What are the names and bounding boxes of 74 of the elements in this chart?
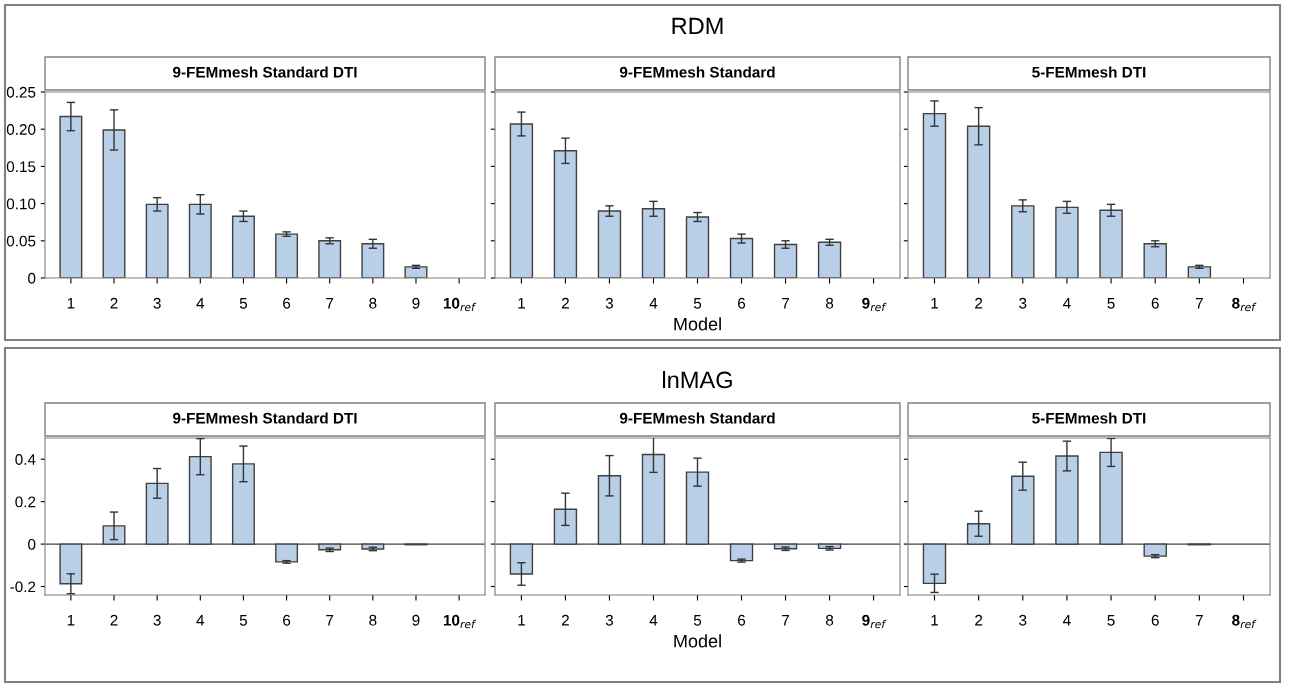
x-axis-title: Model — [674, 317, 721, 331]
chart-subtitle: 9-FEMmesh Standard — [619, 66, 775, 78]
x-tick-label: 8$_{ref}$ — [1232, 297, 1257, 312]
x-tick-label: 8 — [825, 614, 834, 626]
y-tick-label: 0 — [28, 272, 36, 284]
x-tick-label: 6 — [283, 614, 291, 626]
x-tick-label: 7 — [326, 298, 334, 309]
x-tick-label: 1 — [518, 298, 525, 309]
x-tick-label: 6 — [1151, 297, 1159, 309]
x-tick-label: 6 — [738, 614, 746, 626]
x-tick-label: 10$_{ref}$ — [443, 297, 477, 312]
x-tick-label: 1 — [931, 615, 938, 626]
x-tick-label: 8 — [825, 297, 834, 309]
y-tick-label: 0.15 — [6, 161, 36, 173]
chart-subtitle: 5-FEMmesh DTI — [1032, 66, 1146, 78]
x-tick-label: 8 — [369, 297, 377, 309]
y-tick-label: 0.2 — [15, 496, 36, 508]
chart-subtitle: 5-FEMmesh DTI — [1032, 412, 1146, 424]
x-tick-label: 2 — [975, 297, 983, 309]
x-tick-label: 5 — [1107, 615, 1115, 626]
chart-title: RDM — [672, 17, 723, 35]
x-tick-label: 7 — [1195, 615, 1203, 626]
x-axis-title: Model — [674, 634, 721, 648]
x-tick-label: 1 — [931, 298, 938, 309]
x-tick-label: 1 — [518, 615, 525, 626]
x-tick-label: 4 — [649, 298, 658, 309]
chart-title: lnMAG — [663, 370, 732, 389]
x-tick-label: 9$_{ref}$ — [862, 297, 887, 312]
x-tick-label: 6 — [1151, 614, 1159, 626]
x-tick-label: 3 — [1019, 614, 1027, 626]
x-tick-label: 2 — [561, 614, 569, 626]
y-tick-label: 0.05 — [6, 235, 36, 247]
chart-subtitle: 9-FEMmesh Standard DTI — [173, 412, 357, 424]
x-tick-label: 3 — [605, 614, 614, 626]
y-tick-label: 0.4 — [15, 454, 36, 465]
x-tick-label: 3 — [605, 297, 614, 309]
x-tick-label: 4 — [1063, 298, 1071, 309]
y-tick-label: -0.2 — [10, 581, 36, 593]
chart-subtitle: 9-FEMmesh Standard DTI — [173, 66, 357, 78]
x-tick-label: 5 — [239, 615, 248, 626]
x-tick-label: 5 — [1107, 298, 1115, 309]
y-tick-label: 0.25 — [6, 86, 36, 98]
x-tick-label: 2 — [110, 297, 118, 309]
x-tick-label: 5 — [693, 615, 702, 626]
x-tick-label: 5 — [239, 298, 248, 309]
x-tick-label: 9 — [412, 614, 420, 626]
x-tick-label: 3 — [153, 297, 161, 309]
x-tick-label: 9 — [412, 297, 420, 309]
x-tick-label: 3 — [1019, 297, 1027, 309]
x-tick-label: 4 — [196, 615, 205, 626]
x-tick-label: 10$_{ref}$ — [443, 614, 477, 629]
x-tick-label: 7 — [782, 298, 790, 309]
x-tick-label: 4 — [649, 615, 658, 626]
x-tick-label: 6 — [738, 297, 746, 309]
y-tick-label: 0 — [28, 538, 36, 550]
x-tick-label: 6 — [283, 297, 291, 309]
x-tick-label: 7 — [1195, 298, 1203, 309]
x-tick-label: 1 — [67, 615, 75, 626]
chart-subtitle: 9-FEMmesh Standard — [619, 412, 775, 424]
x-tick-label: 4 — [196, 298, 205, 309]
x-tick-label: 7 — [326, 615, 334, 626]
x-tick-label: 5 — [693, 298, 702, 309]
x-tick-label: 2 — [561, 297, 569, 309]
y-tick-label: 0.10 — [6, 198, 36, 210]
x-tick-label: 4 — [1063, 615, 1071, 626]
x-tick-label: 2 — [110, 614, 118, 626]
x-tick-label: 8 — [369, 614, 377, 626]
x-tick-label: 3 — [153, 614, 161, 626]
x-tick-label: 8$_{ref}$ — [1232, 614, 1257, 629]
x-tick-label: 9$_{ref}$ — [862, 614, 887, 629]
y-tick-label: 0.20 — [6, 124, 36, 135]
x-tick-label: 7 — [782, 615, 790, 626]
x-tick-label: 1 — [67, 298, 75, 309]
x-tick-label: 2 — [975, 614, 983, 626]
